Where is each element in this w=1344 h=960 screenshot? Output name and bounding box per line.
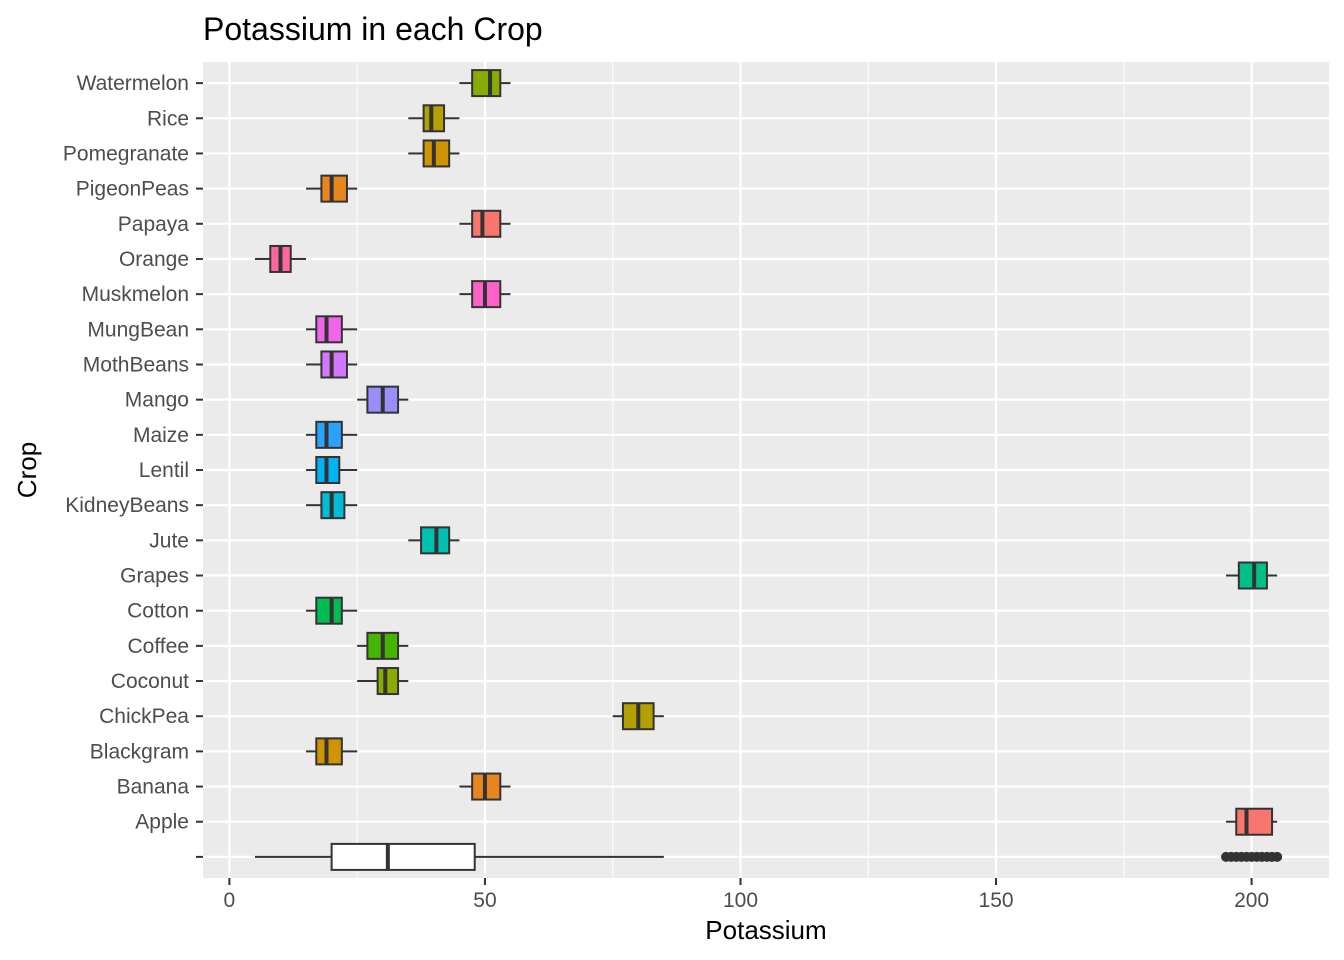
box-chickpea bbox=[612, 702, 664, 731]
y-tick-label: Orange bbox=[119, 248, 189, 271]
box-coconut bbox=[357, 667, 409, 696]
y-tick-label: Mango bbox=[125, 389, 189, 412]
box-blackgram-iqr bbox=[315, 737, 343, 766]
crop-boxes bbox=[254, 69, 1278, 836]
box-watermelon-iqr bbox=[471, 69, 502, 98]
y-axis-title: Crop bbox=[12, 442, 42, 498]
box-jute bbox=[408, 526, 460, 555]
outlier-point bbox=[1272, 851, 1283, 862]
overall-box bbox=[254, 842, 1283, 871]
box-maize-iqr bbox=[315, 420, 343, 449]
box-papaya bbox=[459, 209, 511, 238]
box-mothbeans-iqr bbox=[320, 350, 348, 379]
y-tick-label: Jute bbox=[149, 529, 189, 552]
box-mothbeans bbox=[306, 350, 358, 379]
y-tick-label: Pomegranate bbox=[63, 142, 189, 165]
x-tick-label: 200 bbox=[1234, 889, 1269, 912]
x-axis: 0 50 100 150 200 bbox=[224, 878, 1269, 912]
box-kidneybeans bbox=[306, 491, 358, 520]
box-pigeonpeas-iqr bbox=[320, 174, 348, 203]
x-tick-label: 100 bbox=[723, 889, 758, 912]
y-tick-label: Banana bbox=[117, 776, 190, 799]
box-blackgram bbox=[306, 737, 358, 766]
box-cotton-iqr bbox=[315, 596, 343, 625]
box-grapes bbox=[1226, 561, 1278, 590]
x-tick-label: 0 bbox=[224, 889, 236, 912]
x-tick-label: 150 bbox=[979, 889, 1014, 912]
y-tick-label: MothBeans bbox=[83, 353, 189, 376]
y-tick-label: Papaya bbox=[118, 213, 190, 236]
y-axis: Apple Banana Blackgram ChickPea Coconut Coffe… bbox=[63, 72, 203, 858]
box-watermelon bbox=[459, 69, 511, 98]
box-cotton bbox=[306, 596, 358, 625]
grid-major bbox=[203, 62, 1329, 878]
box-pomegranate-iqr bbox=[422, 139, 451, 168]
y-tick-label: Coffee bbox=[128, 635, 190, 658]
y-tick-label: Watermelon bbox=[77, 72, 189, 95]
y-tick-label: Coconut bbox=[111, 670, 189, 693]
y-tick-label: Cotton bbox=[127, 600, 189, 623]
box-mango bbox=[357, 385, 409, 414]
x-axis-title: Potassium bbox=[705, 915, 826, 945]
box-papaya-iqr bbox=[471, 209, 502, 238]
y-tick-label: Lentil bbox=[139, 459, 189, 482]
x-tick-label: 50 bbox=[473, 889, 496, 912]
box-pomegranate bbox=[408, 139, 460, 168]
box-rice bbox=[408, 104, 460, 133]
y-tick-label: Apple bbox=[135, 811, 189, 834]
box-muskmelon bbox=[459, 280, 511, 309]
box-coffee bbox=[357, 631, 409, 660]
box-banana bbox=[459, 772, 511, 801]
overall-box-plot bbox=[254, 842, 664, 871]
box-apple bbox=[1226, 807, 1278, 836]
y-tick-label: Maize bbox=[133, 424, 189, 447]
overall-box-plot-iqr bbox=[330, 842, 476, 871]
y-tick-label: Blackgram bbox=[90, 740, 189, 763]
box-mungbean-iqr bbox=[315, 315, 343, 344]
y-tick-label: ChickPea bbox=[99, 705, 189, 728]
y-tick-label: Rice bbox=[147, 107, 189, 130]
box-apple-iqr bbox=[1235, 807, 1274, 836]
y-tick-label: Grapes bbox=[120, 565, 189, 588]
box-maize bbox=[306, 420, 358, 449]
box-pigeonpeas bbox=[306, 174, 358, 203]
box-lentil bbox=[306, 456, 358, 484]
box-orange bbox=[254, 244, 307, 273]
box-coconut-iqr bbox=[376, 667, 400, 696]
y-tick-label: Muskmelon bbox=[82, 283, 189, 306]
y-tick-label: PigeonPeas bbox=[76, 178, 189, 201]
box-mungbean bbox=[306, 315, 358, 344]
y-tick-label: MungBean bbox=[87, 318, 189, 341]
y-tick-label: KidneyBeans bbox=[65, 494, 189, 517]
box-rice-iqr bbox=[422, 104, 446, 133]
chart-title: Potassium in each Crop bbox=[203, 11, 543, 47]
